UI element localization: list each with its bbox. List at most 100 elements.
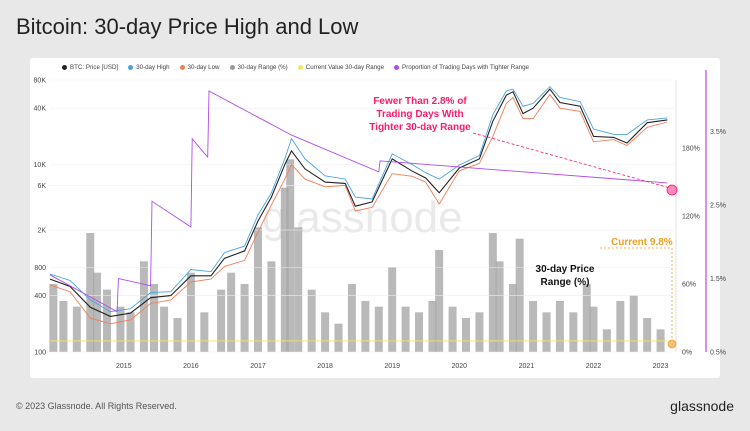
y-right-proportion-tick-label: 2.5% [710,202,726,209]
legend-dot-icon [394,65,400,70]
legend-item-range[interactable]: 30-day Range (%) [229,64,288,71]
range-bar [462,318,470,352]
series-line [49,88,668,317]
range-bars [49,159,665,352]
annotation-range-line2: Range (%) [541,277,590,288]
brand-logo: glassnode [670,398,734,414]
range-bar [488,233,497,352]
range-bar [542,312,551,352]
legend-label: BTC: Price [USD] [70,64,119,71]
range-bar [294,227,303,352]
series-line [49,93,668,325]
range-bar [59,301,68,352]
legend-item-price[interactable]: BTC: Price [USD] [62,64,118,71]
range-bar [347,284,356,352]
annotation-fewer-line1: Fewer Than 2.8% of [373,96,467,107]
legend-item-current[interactable]: Current Value 30-day Range [297,64,385,71]
range-bar [139,261,148,352]
range-bar [240,284,249,352]
range-bar [401,306,410,352]
range-bar [569,312,578,352]
range-bar [475,312,484,352]
y-right-range-tick-label: 120% [682,214,700,221]
y-right-range-tick-label: 180% [682,146,700,153]
x-tick-label: 2022 [586,363,602,370]
range-bar [495,261,504,352]
current-range-marker [667,339,677,349]
range-bar [200,312,209,352]
range-bar [361,301,370,352]
legend-dot-icon [229,65,235,70]
y-left-tick-label: 40K [34,106,47,113]
copyright-text: © 2023 Glassnode. All Rights Reserved. [16,401,177,411]
current-proportion-marker [666,184,678,196]
y-left-tick-label: 10K [34,162,47,169]
legend-label: Proportion of Trading Days with Tighter … [402,64,529,71]
y-right-range-tick-label: 60% [682,282,696,289]
legend-label: 30-day High [136,64,170,71]
x-tick-label: 2020 [452,363,468,370]
y-left-tick-label: 100 [34,350,46,357]
legend-item-proportion[interactable]: Proportion of Trading Days with Tighter … [394,64,529,71]
range-bar [643,318,652,352]
x-tick-label: 2017 [250,363,266,370]
y-right-proportion-tick-label: 3.5% [710,129,726,136]
range-bar [321,312,330,352]
range-bar [286,159,295,352]
legend-dot-icon [62,65,67,70]
legend-label: 30-day Low [187,64,220,71]
range-bar [589,306,598,352]
range-bar [254,227,262,352]
annotation-arrow [472,132,671,189]
legend-dot-icon [297,65,303,70]
range-bar [307,289,316,352]
annotation-range-line1: 30-day Price [536,264,595,275]
y-left-tick-label: 800 [34,265,46,272]
range-bar [86,233,95,352]
range-bar [227,272,236,352]
range-bar [629,295,638,352]
y-left-tick-label: 6K [37,183,46,190]
range-bar [280,187,289,352]
y-left-tick-label: 80K [34,78,47,85]
x-tick-label: 2021 [519,363,535,370]
range-bar [616,301,625,352]
legend-item-low[interactable]: 30-day Low [179,64,220,71]
range-bar [555,301,564,352]
range-bar [72,306,81,352]
x-tick-label: 2019 [384,363,400,370]
legend-item-high[interactable]: 30-day High [128,64,170,71]
range-bar [435,250,444,352]
range-bar [160,306,169,352]
gridlines [50,79,674,353]
page-title: Bitcoin: 30-day Price High and Low [16,14,359,39]
series-lines [49,85,668,342]
range-bar [388,267,397,352]
y-left-tick-label: 2K [37,228,46,235]
range-bar [508,284,517,352]
legend-label: Current Value 30-day Range [305,64,385,71]
range-bar [150,284,158,352]
range-bar [173,318,182,352]
range-bar [217,289,226,352]
range-bar [448,306,457,352]
y-right-proportion-tick-label: 1.5% [710,276,726,283]
y-right-proportion-tick-label: 0.5% [710,350,726,357]
legend-dot-icon [128,65,134,70]
annotation-current: Current 9.8% [611,237,673,248]
range-bar [582,284,591,352]
range-bar [428,301,437,352]
range-bar [49,284,58,352]
annotation-fewer-line3: Tighter 30-day Range [369,122,471,133]
range-bar [529,301,538,352]
x-tick-label: 2018 [317,363,333,370]
range-bar [186,272,195,352]
range-bar [126,312,135,352]
range-bar [116,306,125,352]
range-bar [334,323,343,352]
range-bar [103,289,112,352]
chart-legend: BTC: Price [USD] 30-day High 30-day Low … [62,64,529,71]
range-bar [92,272,101,352]
range-bar [267,261,276,352]
